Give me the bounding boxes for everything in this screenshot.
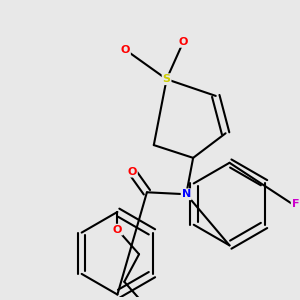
Text: F: F [292, 199, 299, 209]
Text: N: N [182, 189, 191, 199]
Text: O: O [113, 225, 122, 235]
Text: O: O [128, 167, 137, 177]
Text: S: S [163, 74, 171, 84]
Text: O: O [178, 37, 188, 47]
Text: O: O [121, 45, 130, 55]
